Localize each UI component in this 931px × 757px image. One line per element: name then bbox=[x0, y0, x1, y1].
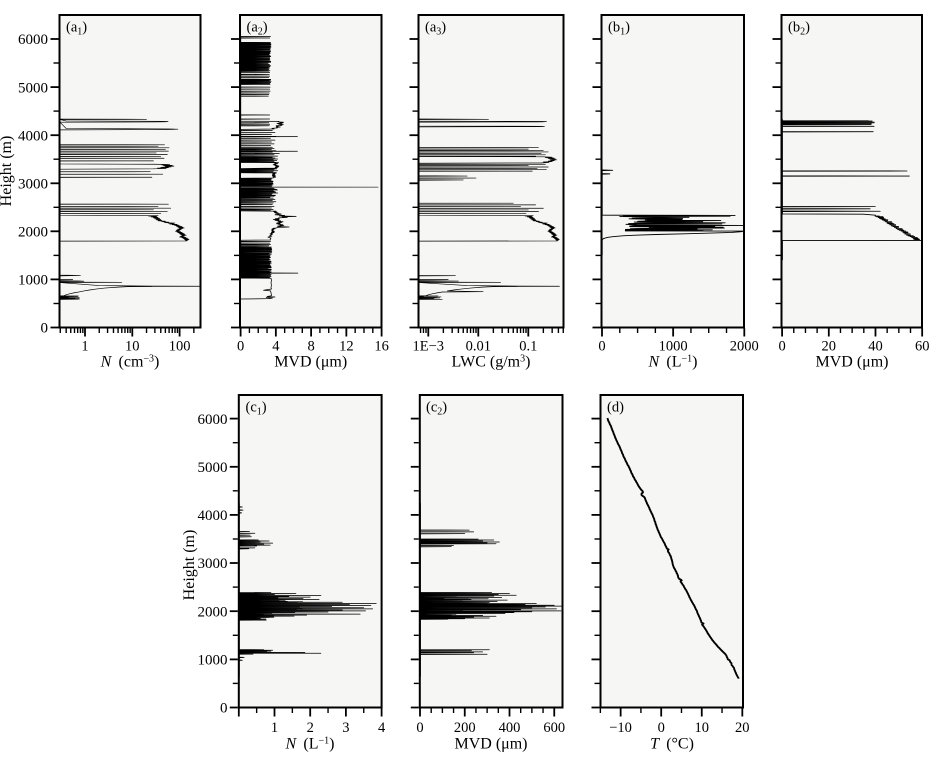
svg-text:0: 0 bbox=[598, 339, 605, 355]
svg-text:3000: 3000 bbox=[198, 556, 228, 572]
svg-text:3000: 3000 bbox=[18, 177, 48, 193]
svg-text:16: 16 bbox=[374, 339, 389, 355]
svg-text:6000: 6000 bbox=[18, 32, 48, 48]
svg-text:1000: 1000 bbox=[18, 273, 48, 289]
svg-text:12: 12 bbox=[339, 339, 354, 355]
svg-text:200: 200 bbox=[454, 720, 476, 736]
svg-text:2000: 2000 bbox=[18, 225, 48, 241]
svg-text:0: 0 bbox=[41, 321, 49, 337]
svg-text:0: 0 bbox=[220, 701, 228, 717]
svg-text:(d): (d) bbox=[607, 400, 624, 416]
svg-text:4: 4 bbox=[272, 339, 280, 355]
svg-text:Height (m): Height (m) bbox=[0, 136, 15, 207]
svg-text:−10: −10 bbox=[609, 720, 632, 736]
svg-text:5000: 5000 bbox=[198, 460, 228, 476]
svg-text:T (°C): T (°C) bbox=[650, 736, 694, 753]
svg-text:0: 0 bbox=[778, 339, 785, 355]
svg-text:20: 20 bbox=[735, 720, 750, 736]
svg-text:0.01: 0.01 bbox=[466, 339, 491, 355]
svg-text:1000: 1000 bbox=[659, 339, 688, 355]
svg-text:4: 4 bbox=[378, 720, 386, 736]
svg-text:10: 10 bbox=[695, 720, 710, 736]
svg-text:400: 400 bbox=[499, 720, 521, 736]
svg-text:10: 10 bbox=[125, 339, 140, 355]
svg-text:1: 1 bbox=[81, 339, 88, 355]
svg-text:1000: 1000 bbox=[198, 653, 228, 669]
svg-text:MVD (μm): MVD (μm) bbox=[454, 736, 527, 753]
svg-text:2000: 2000 bbox=[730, 339, 759, 355]
svg-text:1E−3: 1E−3 bbox=[413, 339, 445, 355]
svg-text:1: 1 bbox=[271, 720, 278, 736]
svg-text:40: 40 bbox=[868, 339, 883, 355]
svg-text:2: 2 bbox=[307, 720, 314, 736]
svg-text:(c2): (c2) bbox=[426, 400, 447, 418]
svg-text:MVD (μm): MVD (μm) bbox=[274, 354, 347, 371]
svg-text:3: 3 bbox=[342, 720, 349, 736]
svg-text:(a1): (a1) bbox=[66, 20, 87, 38]
svg-text:0: 0 bbox=[658, 720, 665, 736]
svg-text:(a2): (a2) bbox=[247, 20, 268, 38]
svg-text:5000: 5000 bbox=[18, 80, 48, 96]
svg-text:Height (m): Height (m) bbox=[181, 530, 198, 601]
svg-text:(a3): (a3) bbox=[425, 20, 446, 38]
svg-text:6000: 6000 bbox=[198, 412, 228, 428]
svg-text:20: 20 bbox=[822, 339, 837, 355]
svg-text:0: 0 bbox=[416, 720, 423, 736]
svg-text:0.1: 0.1 bbox=[519, 339, 537, 355]
svg-text:8: 8 bbox=[307, 339, 314, 355]
svg-text:600: 600 bbox=[543, 720, 565, 736]
svg-text:4000: 4000 bbox=[198, 508, 228, 524]
svg-text:(c1): (c1) bbox=[246, 400, 267, 418]
svg-text:2000: 2000 bbox=[198, 604, 228, 620]
svg-text:100: 100 bbox=[169, 339, 191, 355]
svg-text:60: 60 bbox=[915, 339, 930, 355]
svg-text:MVD (μm): MVD (μm) bbox=[815, 354, 888, 371]
svg-text:LWC (g/m3): LWC (g/m3) bbox=[452, 354, 531, 371]
svg-text:0: 0 bbox=[237, 339, 244, 355]
svg-text:(b1): (b1) bbox=[608, 20, 630, 38]
svg-text:4000: 4000 bbox=[18, 128, 48, 144]
svg-text:(b2): (b2) bbox=[788, 20, 810, 38]
